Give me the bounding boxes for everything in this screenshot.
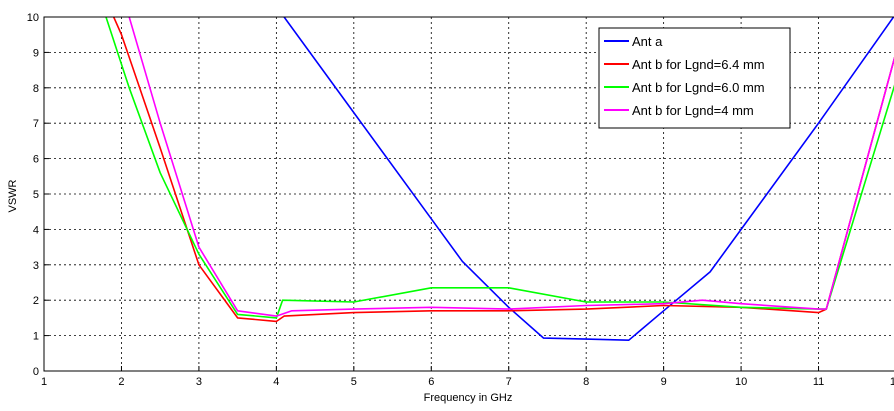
y-tick-label: 1 [33,331,39,343]
x-tick-label: 7 [506,376,512,388]
y-tick-label: 5 [33,189,39,201]
tick-group: 012345678910123456789101112 [27,12,894,388]
x-tick-label: 1 [41,376,47,388]
y-tick-label: 7 [33,118,39,130]
y-tick-label: 9 [33,47,39,59]
y-tick-label: 3 [33,260,39,272]
legend-label-1: Ant a [632,34,663,49]
x-tick-label: 12 [890,376,894,388]
series-line-2 [112,17,894,323]
x-tick-label: 4 [273,376,279,388]
legend-box [598,27,791,129]
legend: Ant a Ant b for Lgnd=6.4 mm Ant b for Lgnd… [598,27,791,129]
series-group [105,17,894,342]
x-tick-label: 9 [661,376,667,388]
series-line-1 [283,17,894,342]
x-tick-label: 3 [196,376,202,388]
legend-label-2: Ant b for Lgnd=6.4 mm [632,57,765,72]
x-tick-label: 2 [118,376,124,388]
x-tick-label: 11 [813,376,824,388]
x-tick-label: 6 [428,376,434,388]
y-tick-label: 0 [33,366,39,378]
legend-label-4: Ant b for Lgnd=4 mm [632,103,754,118]
y-axis-label: VSWR [7,179,19,212]
y-tick-label: 6 [33,154,39,166]
x-tick-label: 5 [351,376,357,388]
x-tick-label: 8 [583,376,589,388]
series-line-4 [128,17,894,317]
grid-lines [44,17,894,371]
y-tick-label: 2 [33,295,39,307]
x-tick-label: 10 [735,376,747,388]
legend-label-3: Ant b for Lgnd=6.0 mm [632,80,765,95]
series-line-3 [105,17,894,319]
y-tick-label: 4 [33,224,39,236]
x-axis-label: Frequency in GHz [424,392,513,404]
y-tick-label: 10 [27,12,39,24]
y-tick-label: 8 [33,83,39,95]
